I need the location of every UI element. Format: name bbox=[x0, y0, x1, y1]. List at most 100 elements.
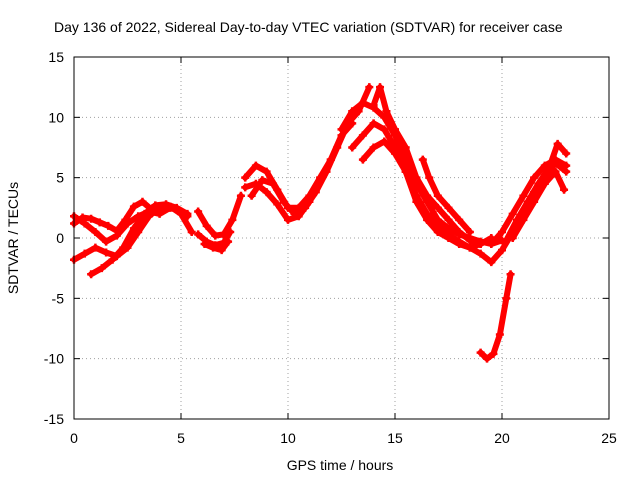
x-tick-label: 5 bbox=[177, 430, 185, 446]
series-track-14 bbox=[369, 83, 485, 249]
data-point bbox=[95, 218, 104, 227]
data-point bbox=[455, 215, 464, 224]
chart-title: Day 136 of 2022, Sidereal Day-to-day VTE… bbox=[54, 19, 563, 35]
data-point bbox=[273, 200, 282, 209]
data-point bbox=[187, 227, 196, 236]
data-point bbox=[433, 221, 442, 230]
data-point bbox=[301, 203, 310, 212]
data-point bbox=[425, 173, 434, 182]
data-point bbox=[337, 125, 346, 134]
data-point bbox=[412, 173, 421, 182]
data-point bbox=[498, 246, 506, 255]
data-point bbox=[348, 107, 357, 116]
data-point bbox=[80, 219, 89, 228]
data-point bbox=[380, 137, 389, 146]
data-point bbox=[91, 243, 100, 252]
data-point bbox=[269, 179, 278, 188]
y-tick-label: -10 bbox=[44, 351, 64, 367]
data-point bbox=[241, 173, 250, 182]
series-line bbox=[370, 84, 484, 247]
series-line bbox=[509, 168, 568, 241]
data-point bbox=[102, 237, 111, 246]
data-point bbox=[236, 191, 245, 200]
data-point bbox=[545, 164, 554, 173]
data-point bbox=[530, 197, 539, 206]
data-point bbox=[251, 161, 260, 170]
data-point bbox=[200, 240, 209, 249]
data-point bbox=[202, 221, 211, 230]
data-point bbox=[279, 197, 288, 206]
x-tick-label: 0 bbox=[70, 430, 78, 446]
data-point bbox=[423, 209, 432, 218]
series-track-5 bbox=[194, 191, 245, 240]
data-point bbox=[476, 249, 485, 258]
data-point bbox=[91, 227, 100, 236]
data-point bbox=[502, 236, 511, 245]
series-line bbox=[201, 238, 232, 254]
y-tick-label: 10 bbox=[48, 109, 64, 125]
data-point bbox=[119, 243, 128, 252]
data-point bbox=[151, 201, 160, 210]
data-point bbox=[194, 230, 203, 239]
data-point bbox=[487, 258, 496, 267]
data-point bbox=[495, 330, 504, 339]
data-point bbox=[530, 173, 539, 182]
data-point bbox=[391, 149, 399, 158]
data-point bbox=[418, 155, 427, 164]
data-point bbox=[551, 167, 560, 176]
data-point bbox=[553, 139, 562, 148]
data-point bbox=[489, 349, 498, 358]
data-point bbox=[369, 143, 378, 152]
series-line bbox=[71, 198, 154, 234]
data-point bbox=[358, 155, 367, 164]
data-point bbox=[506, 270, 515, 279]
data-point bbox=[290, 209, 299, 218]
data-point bbox=[380, 125, 389, 134]
data-point bbox=[476, 348, 485, 357]
series-track-13 bbox=[358, 137, 506, 267]
data-point bbox=[391, 125, 399, 134]
y-axis-label: SDTVAR / TECUs bbox=[5, 182, 21, 294]
data-point bbox=[455, 227, 464, 236]
tick-labels: 0 5 10 15 20 25 -15 -10 -5 0 5 10 15 bbox=[44, 49, 617, 446]
data-point bbox=[401, 167, 410, 176]
data-point bbox=[140, 209, 149, 218]
data-point bbox=[112, 226, 121, 235]
series-track-4 bbox=[87, 200, 192, 279]
data-point bbox=[87, 214, 96, 223]
series-line bbox=[195, 192, 244, 239]
data-point bbox=[333, 143, 342, 152]
data-point bbox=[172, 203, 181, 212]
data-point bbox=[444, 215, 453, 224]
data-point bbox=[540, 179, 549, 188]
ticks bbox=[73, 56, 610, 420]
y-tick-label: 0 bbox=[56, 230, 64, 246]
data-point bbox=[465, 243, 474, 252]
data-point bbox=[322, 167, 331, 176]
data-point bbox=[80, 249, 89, 258]
series-line bbox=[88, 201, 191, 278]
data-point bbox=[508, 234, 517, 242]
data-point bbox=[562, 149, 571, 158]
data-point bbox=[262, 188, 271, 197]
data-point bbox=[423, 191, 432, 200]
data-point bbox=[138, 197, 147, 206]
data-point bbox=[519, 191, 528, 200]
data-point bbox=[247, 191, 256, 200]
data-point bbox=[226, 227, 235, 236]
data-point bbox=[358, 131, 367, 140]
data-point bbox=[311, 188, 320, 197]
series-layer bbox=[70, 83, 571, 363]
data-point bbox=[502, 294, 511, 303]
series-track-16 bbox=[476, 270, 515, 363]
data-point bbox=[444, 203, 453, 212]
data-point bbox=[209, 243, 218, 252]
data-point bbox=[129, 224, 138, 233]
x-tick-label: 15 bbox=[387, 430, 403, 446]
data-point bbox=[224, 237, 233, 246]
data-point bbox=[498, 227, 506, 236]
data-point bbox=[121, 215, 130, 224]
data-point bbox=[284, 215, 292, 224]
